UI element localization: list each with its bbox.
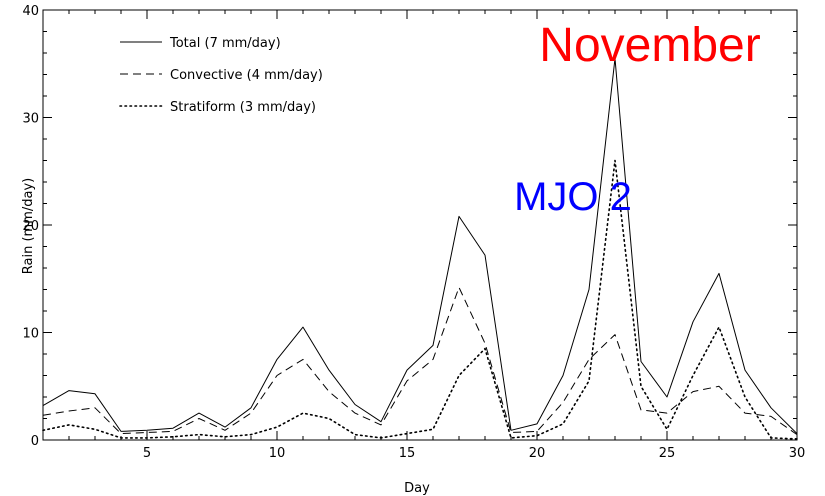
plot-border: [42, 9, 798, 441]
legend-label: Total (7 mm/day): [169, 36, 281, 51]
plot-frame: [42, 9, 798, 441]
month-annotation: November: [539, 19, 760, 72]
x-tick-label: 30: [789, 446, 806, 461]
y-tick-label: 30: [22, 112, 39, 127]
y-axis-label: Rain (mm/day): [21, 178, 36, 274]
x-axis-label: Day: [404, 481, 430, 496]
x-tick-label: 5: [143, 446, 151, 461]
y-tick-label: 40: [22, 4, 39, 19]
x-tick-label: 15: [399, 446, 416, 461]
y-axis-ticks: 0 10 20 30 40: [22, 4, 797, 449]
series-line-dashed: [42, 286, 798, 436]
x-axis-ticks: 5 10 15 20 25 30: [42, 10, 806, 461]
mjo-phase-annotation: MJO 2: [514, 175, 632, 219]
series-lines: [42, 57, 798, 440]
x-tick-label: 20: [529, 446, 546, 461]
x-tick-label: 25: [659, 446, 676, 461]
x-tick-label: 10: [269, 446, 286, 461]
legend-label: Stratiform (3 mm/day): [170, 100, 316, 115]
legend-label: Convective (4 mm/day): [170, 68, 323, 83]
legend: Total (7 mm/day) Convective (4 mm/day) Str…: [119, 36, 323, 115]
y-tick-label: 0: [31, 434, 39, 449]
y-tick-label: 10: [22, 327, 39, 342]
series-line-dotted: [42, 159, 798, 440]
series-line-solid: [42, 57, 798, 434]
y-tick-label: 20: [22, 219, 39, 234]
